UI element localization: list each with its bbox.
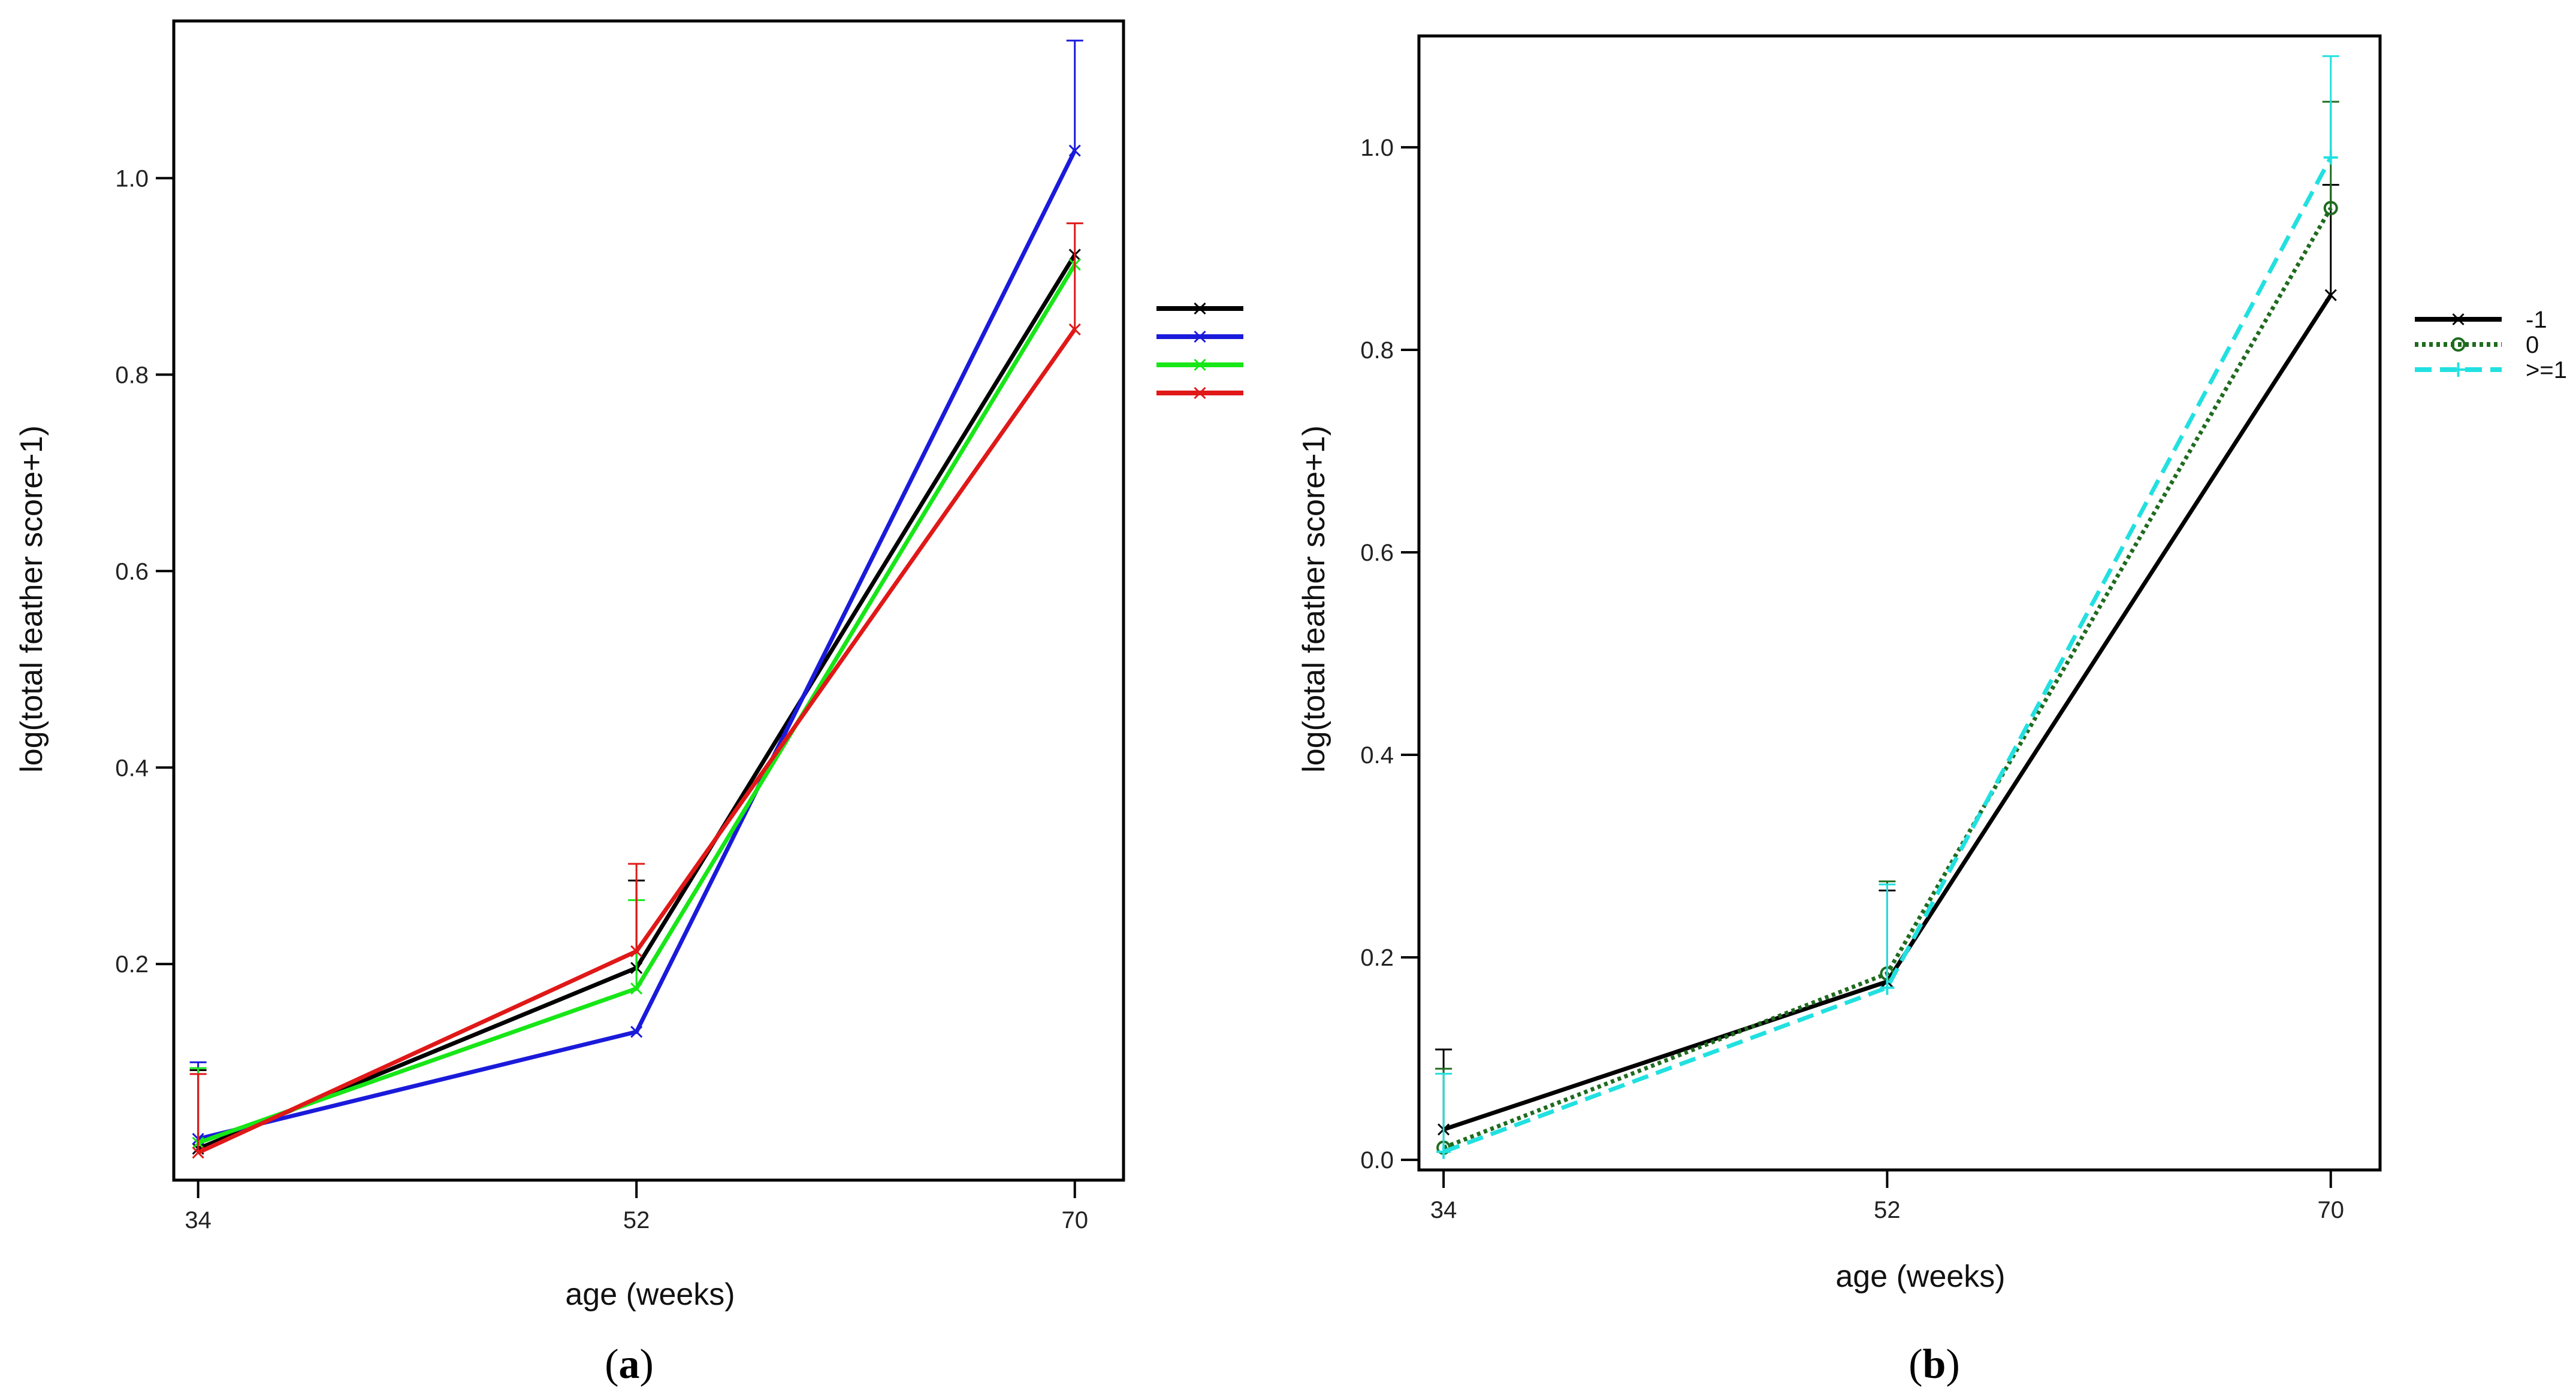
series-line xyxy=(197,263,1077,1145)
legend-marker xyxy=(1194,358,1206,371)
legend-marker xyxy=(2451,362,2466,377)
error-bar xyxy=(1066,222,1083,329)
series-a-3 xyxy=(189,222,1083,1159)
series-group-a xyxy=(189,40,1083,1159)
series-line xyxy=(197,253,1077,1151)
x-axis-label-a: age (weeks) xyxy=(565,1277,735,1312)
legend-a xyxy=(1156,302,1243,400)
y-axis-label-b: log(total feather score+1) xyxy=(1297,425,1331,773)
series-line xyxy=(1442,156,2333,1154)
data-point xyxy=(630,982,643,995)
legend-item: 0 xyxy=(2415,332,2539,358)
error-bar xyxy=(628,863,645,951)
data-point xyxy=(630,945,643,957)
legend-item xyxy=(1156,386,1243,400)
legend-label: -1 xyxy=(2526,307,2547,333)
series-b-2 xyxy=(1435,55,2339,1159)
chart-panel-b: 0.0 0.2 0.4 0.6 0.8 1.0 34 52 70 -10>=1 log(tot… xyxy=(1297,34,2567,1387)
legend-marker xyxy=(2451,337,2466,352)
data-point xyxy=(1436,1144,1451,1159)
data-point xyxy=(1068,323,1081,335)
legend-b: -10>=1 xyxy=(2415,307,2567,383)
error-bar xyxy=(1879,883,1896,988)
y-tick-label: 0.4 xyxy=(1360,742,1394,769)
legend-marker xyxy=(1194,330,1206,343)
panel-label-b-letter: b xyxy=(1923,1341,1946,1387)
series-group-b xyxy=(1435,55,2339,1159)
error-bar xyxy=(1066,40,1083,151)
series-b-1 xyxy=(1435,101,2339,1155)
data-point xyxy=(192,1147,204,1159)
x-tick-label: 34 xyxy=(1430,1197,1457,1223)
y-tick-label: 1.0 xyxy=(115,165,149,192)
panel-label-a-letter: a xyxy=(619,1341,640,1387)
panel-label-b-open: ( xyxy=(1908,1341,1922,1387)
panel-label-a-close: ) xyxy=(640,1341,654,1387)
x-tick-label: 34 xyxy=(185,1207,212,1233)
data-point xyxy=(2323,150,2338,165)
legend-marker xyxy=(1194,302,1206,315)
y-axis-b: 0.0 0.2 0.4 0.6 0.8 1.0 xyxy=(1360,135,1419,1174)
x-axis-label-b: age (weeks) xyxy=(1835,1259,2005,1294)
legend-item xyxy=(1156,302,1243,315)
series-line xyxy=(1442,207,2333,1150)
legend-item xyxy=(1156,358,1243,371)
y-tick-label: 1.0 xyxy=(1360,135,1394,161)
panel-label-a: (a) xyxy=(605,1341,654,1387)
y-axis-label-a: log(total feather score+1) xyxy=(14,425,49,773)
y-tick-label: 0.4 xyxy=(115,755,149,781)
legend-marker xyxy=(1194,386,1206,400)
y-tick-label: 0.2 xyxy=(115,951,149,978)
legend-marker xyxy=(2452,313,2465,326)
series-a-2 xyxy=(189,258,1081,1149)
error-bar xyxy=(1435,1072,1452,1152)
legend-item: -1 xyxy=(2415,307,2547,333)
x-tick-label: 70 xyxy=(1061,1207,1088,1233)
legend-item: >=1 xyxy=(2415,357,2567,383)
y-tick-label: 0.8 xyxy=(115,362,149,388)
data-point xyxy=(1880,980,1895,995)
x-tick-label: 52 xyxy=(623,1207,650,1233)
error-bar xyxy=(2322,55,2339,158)
legend-label: >=1 xyxy=(2526,357,2567,383)
y-axis-a: 0.2 0.4 0.6 0.8 1.0 xyxy=(115,165,174,978)
panel-label-b: (b) xyxy=(1908,1341,1960,1387)
plot-frame-b xyxy=(1417,34,2382,1172)
legend-item xyxy=(1156,330,1243,343)
x-tick-label: 70 xyxy=(2317,1197,2344,1223)
series-a-0 xyxy=(189,249,1081,1155)
x-axis-b: 34 52 70 xyxy=(1430,1170,2344,1223)
y-tick-label: 0.0 xyxy=(1360,1147,1394,1174)
y-tick-label: 0.2 xyxy=(1360,945,1394,971)
y-tick-label: 0.6 xyxy=(1360,540,1394,566)
y-tick-label: 0.6 xyxy=(115,558,149,585)
series-line xyxy=(1443,294,2333,1132)
panel-label-b-close: ) xyxy=(1946,1341,1959,1387)
x-axis-a: 34 52 70 xyxy=(185,1180,1088,1233)
data-point xyxy=(2324,289,2337,301)
error-bar xyxy=(189,1073,207,1153)
plot-frame-a xyxy=(172,19,1125,1182)
data-point xyxy=(2323,201,2338,216)
y-tick-label: 0.8 xyxy=(1360,337,1394,364)
panel-label-a-open: ( xyxy=(605,1341,618,1387)
x-tick-label: 52 xyxy=(1874,1197,1901,1223)
legend-label: 0 xyxy=(2526,332,2539,358)
data-point xyxy=(1068,144,1081,157)
chart-panel-a: 0.2 0.4 0.6 0.8 1.0 34 52 70 log(total feather… xyxy=(14,19,1243,1387)
data-point xyxy=(630,1026,643,1038)
